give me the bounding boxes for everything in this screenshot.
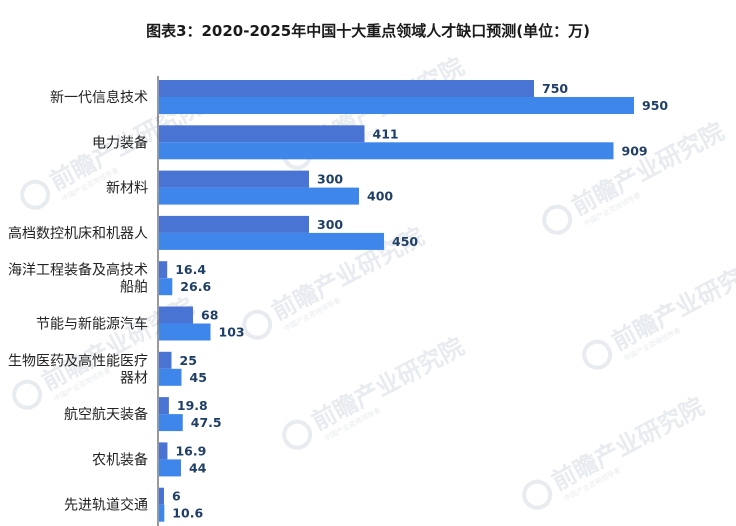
- bar-series-2: [159, 187, 359, 205]
- value-label: 19.8: [177, 398, 208, 413]
- value-label: 16.9: [175, 443, 206, 458]
- category-label-line: 先进轨道交通: [64, 497, 148, 514]
- bar-series-2: [159, 414, 183, 432]
- value-label: 45: [190, 370, 207, 385]
- value-label: 25: [180, 353, 197, 368]
- watermark-logo-icon: [582, 339, 613, 370]
- category-label-line: 农机装备: [92, 451, 148, 468]
- category-label: 高档数控机床和机器人: [8, 225, 148, 242]
- category-label-line: 新材料: [106, 181, 148, 197]
- category-label: 先进轨道交通: [64, 497, 148, 514]
- value-label: 16.4: [175, 262, 206, 277]
- category-label: 生物医药及高性能医疗器材: [8, 352, 148, 386]
- category-label: 农机装备: [92, 451, 148, 468]
- bar-series-1: [159, 306, 193, 324]
- watermark-text: 前瞻产业研究院: [607, 252, 736, 356]
- bar-series-2: [159, 232, 384, 250]
- category-label: 新一代信息技术: [50, 89, 148, 106]
- value-label: 47.5: [191, 415, 222, 430]
- category-label: 新材料: [106, 181, 148, 197]
- bar-series-1: [159, 215, 309, 233]
- bar-series-2: [159, 459, 181, 477]
- bar-series-1: [159, 351, 172, 369]
- watermark-logo-icon: [542, 204, 573, 235]
- watermark-text: 前瞻产业研究院: [567, 117, 728, 221]
- category-label-line: 器材: [120, 370, 148, 386]
- category-label: 航空航天装备: [64, 406, 148, 423]
- value-label: 10.6: [172, 506, 203, 521]
- chart-title: 图表3：2020-2025年中国十大重点领域人才缺口预测(单位：万): [146, 22, 590, 40]
- category-label-line: 节能与新能源汽车: [36, 316, 148, 333]
- value-label: 411: [373, 126, 399, 141]
- watermark-logo-icon: [242, 309, 273, 340]
- value-label: 44: [189, 460, 207, 475]
- value-label: 950: [642, 98, 668, 113]
- category-label-line: 电力装备: [92, 134, 148, 151]
- bar-series-2: [159, 142, 614, 160]
- value-label: 450: [392, 234, 418, 249]
- category-label-line: 航空航天装备: [64, 406, 148, 423]
- category-label: 海洋工程装备及高技术船舶: [8, 262, 148, 296]
- bar-series-1: [159, 261, 168, 279]
- watermark-logo-icon: [522, 479, 553, 510]
- bar-series-2: [159, 368, 182, 386]
- value-label: 103: [219, 325, 245, 340]
- value-label: 750: [542, 81, 568, 96]
- watermark-text: 前瞻产业研究院: [307, 332, 468, 436]
- bar-series-1: [159, 125, 365, 143]
- value-label: 68: [201, 308, 218, 323]
- category-label: 电力装备: [92, 134, 148, 151]
- value-label: 300: [317, 217, 343, 232]
- watermark-logo-icon: [12, 379, 43, 410]
- category-label: 节能与新能源汽车: [36, 316, 148, 333]
- value-label: 6: [172, 489, 181, 504]
- bar-series-1: [159, 170, 309, 188]
- category-label-line: 生物医药及高性能医疗: [8, 352, 148, 369]
- bar-series-1: [159, 397, 169, 415]
- category-label-line: 海洋工程装备及高技术: [8, 262, 148, 279]
- bar-series-1: [159, 80, 534, 97]
- bar-series-2: [159, 97, 634, 114]
- bar-series-2: [159, 504, 165, 522]
- watermark-text: 前瞻产业研究院: [547, 392, 708, 496]
- category-label-line: 船舶: [120, 280, 148, 296]
- watermark-logo-icon: [20, 179, 51, 210]
- value-label: 300: [317, 172, 343, 187]
- bar-series-2: [159, 278, 173, 296]
- bar-series-2: [159, 323, 211, 341]
- bar-series-1: [159, 487, 164, 505]
- category-label-line: 新一代信息技术: [50, 89, 148, 106]
- value-label: 909: [622, 143, 648, 158]
- value-label: 400: [367, 189, 393, 204]
- value-label: 26.6: [180, 279, 211, 294]
- category-label-line: 高档数控机床和机器人: [8, 225, 148, 242]
- watermark-logo-icon: [282, 419, 313, 450]
- bar-series-1: [159, 442, 168, 460]
